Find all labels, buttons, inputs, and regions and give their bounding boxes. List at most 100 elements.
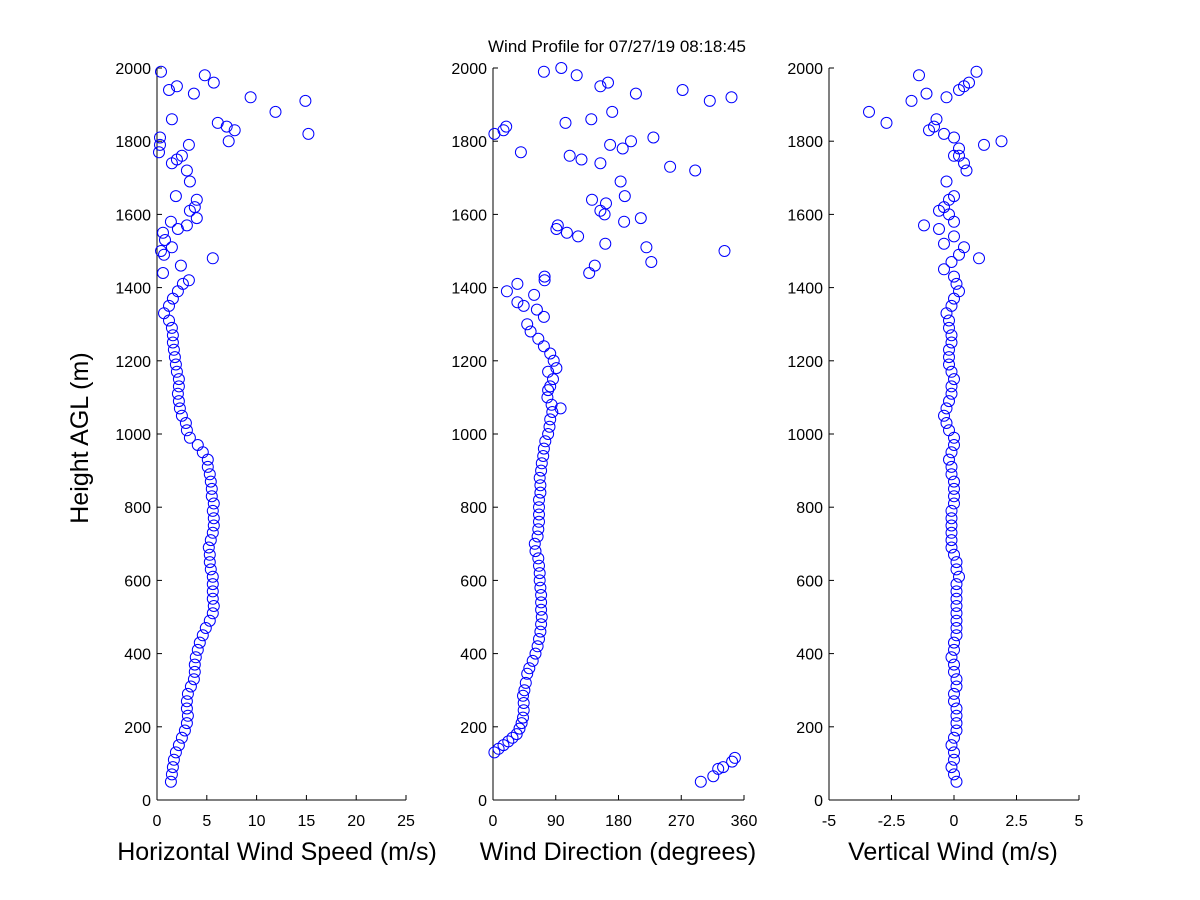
data-point [948, 636, 960, 649]
y-tick-label: 800 [460, 500, 487, 517]
data-point [953, 285, 965, 298]
data-point [945, 651, 958, 664]
data-point [521, 667, 534, 680]
data-point [945, 541, 958, 554]
data-point [594, 80, 607, 93]
data-point [544, 413, 557, 426]
x-tick-label: 0 [489, 813, 498, 830]
data-point [165, 113, 178, 126]
data-point [488, 746, 501, 759]
data-point [182, 274, 195, 287]
data-point [206, 578, 219, 591]
data-point [948, 731, 960, 744]
data-point [645, 256, 658, 268]
data-point [545, 398, 558, 411]
data-point [572, 230, 585, 243]
data-point [207, 519, 220, 532]
x-tick-label: 2.5 [1005, 813, 1027, 830]
data-point [166, 761, 179, 774]
x-tick-label: 10 [248, 813, 266, 830]
data-point [183, 175, 196, 188]
data-point [943, 343, 955, 356]
data-point [950, 629, 963, 642]
data-point [945, 468, 958, 481]
data-point [183, 431, 196, 444]
data-point [634, 212, 647, 225]
data-point [172, 739, 185, 752]
data-point [938, 409, 950, 422]
data-point [586, 193, 598, 206]
data-point [600, 197, 612, 210]
data-point [169, 358, 182, 371]
data-point [945, 336, 958, 349]
data-point [945, 460, 958, 473]
data-point [950, 592, 963, 605]
data-point [517, 711, 529, 724]
data-point [244, 91, 257, 104]
data-point [164, 775, 177, 788]
data-point [204, 534, 217, 547]
data-point [537, 65, 550, 78]
data-point [551, 219, 564, 232]
data-point [542, 365, 555, 378]
data-point [546, 406, 559, 418]
data-point [570, 69, 583, 82]
data-point [529, 647, 542, 660]
y-tick-label: 600 [460, 573, 487, 590]
data-point [537, 450, 550, 462]
data-point [535, 596, 548, 609]
x-axis-label: Wind Direction (degrees) [480, 838, 757, 866]
data-point [178, 724, 191, 737]
data-point [676, 84, 689, 96]
y-tick-label: 600 [124, 573, 151, 590]
chart-panel-3: 0 200 400 600 800 1000 1200 1400 1600 1800 2000 -5 -… [787, 61, 1083, 866]
data-point [202, 541, 215, 554]
data-point [534, 479, 547, 492]
data-point [538, 274, 551, 287]
data-point [180, 424, 193, 437]
data-point [950, 277, 963, 290]
data-point [154, 131, 166, 144]
data-point [918, 219, 930, 232]
data-point [594, 157, 607, 170]
data-point [203, 556, 216, 569]
data-point [170, 80, 183, 93]
data-point [182, 138, 195, 151]
data-point [945, 299, 958, 312]
data-point [945, 256, 958, 268]
data-point [948, 658, 960, 671]
data-point [725, 91, 738, 104]
data-point [222, 135, 235, 148]
data-point [165, 321, 178, 334]
y-tick-label: 1400 [787, 281, 823, 298]
data-point [712, 762, 725, 775]
data-point [532, 332, 545, 345]
data-point [950, 622, 963, 634]
data-point [533, 567, 546, 580]
data-point [531, 530, 544, 543]
data-point [533, 471, 546, 484]
data-point [963, 76, 975, 89]
y-tick-label: 1000 [451, 427, 487, 444]
data-point [547, 354, 560, 367]
data-point [166, 329, 179, 342]
data-point [945, 739, 958, 752]
data-point [184, 680, 197, 693]
y-tick-label: 1600 [787, 207, 823, 224]
data-point [928, 120, 940, 133]
data-point [913, 69, 925, 82]
data-point [269, 105, 282, 118]
data-point [703, 94, 716, 107]
data-point [543, 420, 556, 433]
y-tick-label: 2000 [115, 61, 151, 78]
data-point [206, 504, 219, 517]
data-point [190, 193, 203, 206]
data-point [517, 299, 530, 312]
data-point [191, 439, 204, 451]
data-point [539, 435, 552, 448]
data-point [169, 190, 182, 203]
data-point [207, 497, 220, 510]
y-tick-label: 2000 [451, 61, 487, 78]
x-tick-label: 20 [347, 813, 365, 830]
